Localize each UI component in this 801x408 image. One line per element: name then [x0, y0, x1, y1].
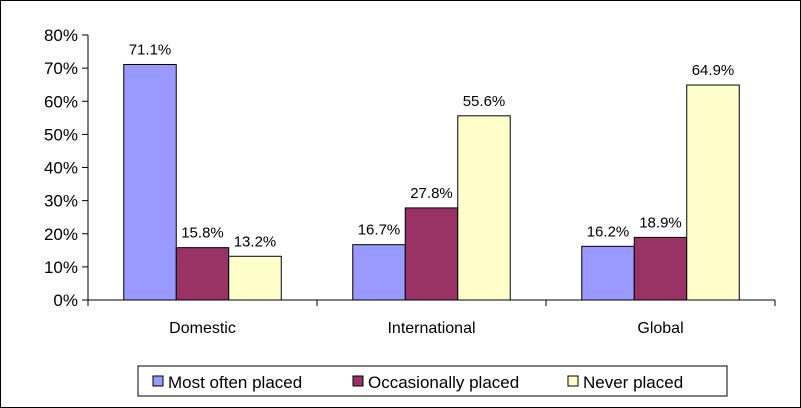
bar	[228, 255, 282, 301]
bar	[404, 207, 459, 301]
y-tick-label: 60%	[44, 92, 78, 111]
legend-swatch	[152, 375, 164, 387]
bar	[457, 115, 511, 301]
y-tick-label: 70%	[44, 59, 78, 78]
data-label: 16.2%	[587, 223, 630, 240]
y-tick-label: 10%	[44, 258, 78, 277]
bar	[633, 236, 688, 301]
legend-label: Most often placed	[168, 373, 302, 392]
legend: Most often placed Occasionally placed Neve…	[137, 365, 728, 397]
bar	[175, 247, 230, 301]
category-label: Domestic	[169, 320, 236, 337]
y-tick-label: 40%	[44, 159, 78, 178]
y-tick-label: 80%	[44, 26, 78, 45]
legend-swatch	[352, 375, 364, 387]
data-label: 13.2%	[234, 233, 277, 250]
data-label: 18.9%	[639, 214, 682, 231]
data-label: 55.6%	[463, 93, 506, 110]
legend-swatch	[567, 375, 579, 387]
y-tick-label: 30%	[44, 192, 78, 211]
bar	[352, 244, 406, 301]
data-label: 71.1%	[129, 41, 172, 58]
category-label: Global	[637, 320, 683, 337]
data-label: 27.8%	[410, 185, 453, 202]
y-tick-label: 20%	[44, 225, 78, 244]
legend-box	[137, 365, 728, 397]
data-label: 15.8%	[181, 225, 224, 242]
category-label: International	[387, 320, 475, 337]
y-axis: 0% 10% 20% 30% 40% 50% 60% 70% 80%	[44, 26, 89, 310]
bar	[123, 63, 177, 301]
x-axis: Domestic International Global	[87, 299, 776, 337]
legend-label: Occasionally placed	[368, 373, 519, 392]
legend-label: Never placed	[583, 373, 683, 392]
bars: 71.1% 15.8% 13.2% 16.7% 27.8% 55.6% 16.2% 18.9%…	[123, 41, 740, 301]
y-tick-label: 0%	[53, 291, 78, 310]
y-tick-label: 50%	[44, 125, 78, 144]
data-label: 16.7%	[358, 222, 401, 239]
data-label: 64.9%	[692, 62, 735, 79]
bar	[581, 245, 635, 301]
bar	[686, 84, 740, 301]
